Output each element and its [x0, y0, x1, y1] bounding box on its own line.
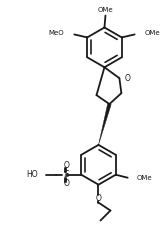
Text: OMe: OMe — [145, 30, 160, 36]
Text: MeO: MeO — [49, 30, 64, 36]
Text: O: O — [124, 74, 130, 83]
Text: O: O — [63, 179, 69, 188]
Text: HO: HO — [26, 170, 38, 179]
Text: OMe: OMe — [98, 7, 113, 13]
Text: OMe: OMe — [137, 175, 152, 181]
Polygon shape — [99, 104, 111, 145]
Text: O: O — [96, 194, 102, 203]
Text: O: O — [63, 161, 69, 170]
Text: S: S — [63, 170, 69, 179]
